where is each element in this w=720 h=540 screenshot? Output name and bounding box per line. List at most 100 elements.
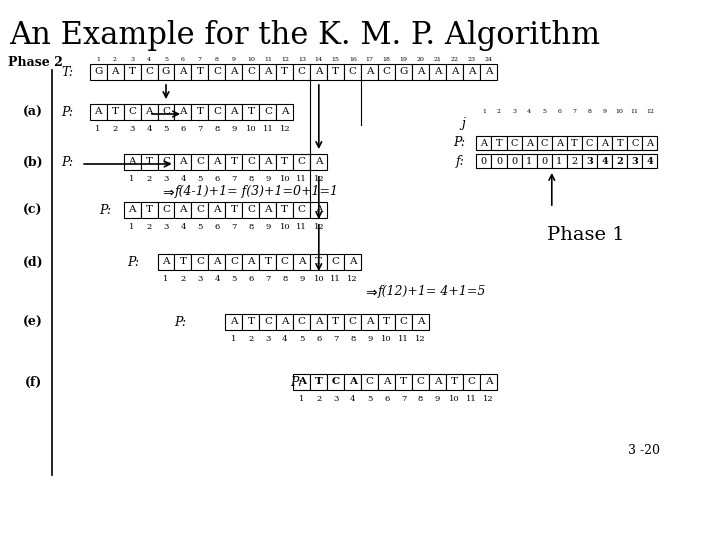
FancyBboxPatch shape: [506, 136, 521, 150]
Text: 0: 0: [541, 157, 547, 165]
FancyBboxPatch shape: [536, 136, 552, 150]
Text: 3: 3: [130, 57, 134, 62]
Text: 3: 3: [631, 157, 638, 165]
Text: T:: T:: [61, 65, 73, 78]
Text: f:: f:: [456, 154, 465, 167]
FancyBboxPatch shape: [174, 154, 192, 170]
Text: 0: 0: [481, 157, 487, 165]
FancyBboxPatch shape: [209, 104, 225, 120]
FancyBboxPatch shape: [597, 136, 612, 150]
Text: P:: P:: [453, 137, 465, 150]
Text: A: A: [480, 138, 487, 147]
Text: (d): (d): [23, 255, 43, 268]
FancyBboxPatch shape: [293, 64, 310, 80]
Text: 4: 4: [282, 335, 287, 343]
Text: A: A: [647, 138, 653, 147]
Text: 6: 6: [316, 335, 321, 343]
Text: 9: 9: [367, 335, 372, 343]
FancyBboxPatch shape: [361, 314, 378, 330]
Text: 24: 24: [485, 57, 492, 62]
Text: C: C: [247, 68, 255, 77]
Text: P:: P:: [127, 255, 140, 268]
Text: A: A: [366, 68, 374, 77]
FancyBboxPatch shape: [521, 136, 536, 150]
Text: 7: 7: [198, 57, 202, 62]
FancyBboxPatch shape: [597, 154, 612, 168]
FancyBboxPatch shape: [140, 104, 158, 120]
Text: (f): (f): [24, 375, 42, 388]
FancyBboxPatch shape: [310, 314, 328, 330]
Text: C: C: [400, 318, 408, 327]
FancyBboxPatch shape: [361, 64, 378, 80]
Text: 4: 4: [527, 109, 531, 114]
FancyBboxPatch shape: [328, 314, 344, 330]
FancyBboxPatch shape: [310, 374, 328, 390]
Text: 2: 2: [616, 157, 623, 165]
Text: $\Rightarrow$: $\Rightarrow$: [161, 185, 176, 199]
Text: 10: 10: [279, 175, 290, 183]
FancyBboxPatch shape: [412, 374, 429, 390]
FancyBboxPatch shape: [378, 314, 395, 330]
Text: C: C: [247, 158, 255, 166]
Text: A: A: [526, 138, 533, 147]
Text: A: A: [281, 107, 289, 117]
Text: 8: 8: [248, 175, 253, 183]
FancyBboxPatch shape: [158, 254, 174, 270]
FancyBboxPatch shape: [612, 136, 627, 150]
Text: 3: 3: [130, 125, 135, 133]
Text: A: A: [349, 258, 356, 267]
Text: 15: 15: [332, 57, 340, 62]
FancyBboxPatch shape: [506, 154, 521, 168]
Text: 2: 2: [113, 57, 117, 62]
FancyBboxPatch shape: [174, 254, 192, 270]
Text: C: C: [196, 158, 204, 166]
Text: C: C: [541, 138, 548, 147]
FancyBboxPatch shape: [107, 104, 124, 120]
Text: 8: 8: [350, 335, 356, 343]
Text: G: G: [94, 68, 102, 77]
FancyBboxPatch shape: [642, 136, 657, 150]
Text: (b): (b): [23, 156, 43, 168]
FancyBboxPatch shape: [259, 314, 276, 330]
FancyBboxPatch shape: [174, 202, 192, 218]
Text: C: C: [128, 107, 136, 117]
FancyBboxPatch shape: [174, 64, 192, 80]
Text: A: A: [281, 318, 289, 327]
Text: 9: 9: [603, 109, 607, 114]
FancyBboxPatch shape: [192, 254, 209, 270]
FancyBboxPatch shape: [480, 64, 497, 80]
Text: 6: 6: [557, 109, 562, 114]
Text: 5: 5: [542, 109, 546, 114]
Text: A: A: [128, 158, 136, 166]
Text: A: A: [162, 258, 170, 267]
Text: C: C: [247, 206, 255, 214]
Text: A: A: [179, 158, 186, 166]
Text: (c): (c): [23, 204, 42, 217]
Text: 12: 12: [348, 275, 358, 283]
Text: 9: 9: [232, 57, 236, 62]
Text: 3: 3: [265, 335, 271, 343]
Text: P:: P:: [61, 156, 73, 168]
Text: C: C: [264, 318, 272, 327]
Text: 1: 1: [130, 175, 135, 183]
FancyBboxPatch shape: [463, 64, 480, 80]
Text: A: A: [298, 377, 306, 387]
Text: 5: 5: [163, 125, 168, 133]
FancyBboxPatch shape: [293, 314, 310, 330]
Text: A: A: [601, 138, 608, 147]
FancyBboxPatch shape: [192, 154, 209, 170]
Text: A: A: [213, 258, 221, 267]
Text: P:: P:: [61, 105, 73, 118]
FancyBboxPatch shape: [89, 64, 107, 80]
Text: T: T: [282, 68, 288, 77]
Text: T: T: [179, 258, 186, 267]
Text: 6: 6: [181, 57, 185, 62]
FancyBboxPatch shape: [395, 314, 412, 330]
FancyBboxPatch shape: [293, 374, 310, 390]
Text: A: A: [112, 68, 119, 77]
Text: A: A: [213, 206, 221, 214]
Text: 9: 9: [265, 175, 271, 183]
Text: 2: 2: [112, 125, 117, 133]
FancyBboxPatch shape: [344, 314, 361, 330]
Text: A: A: [179, 206, 186, 214]
